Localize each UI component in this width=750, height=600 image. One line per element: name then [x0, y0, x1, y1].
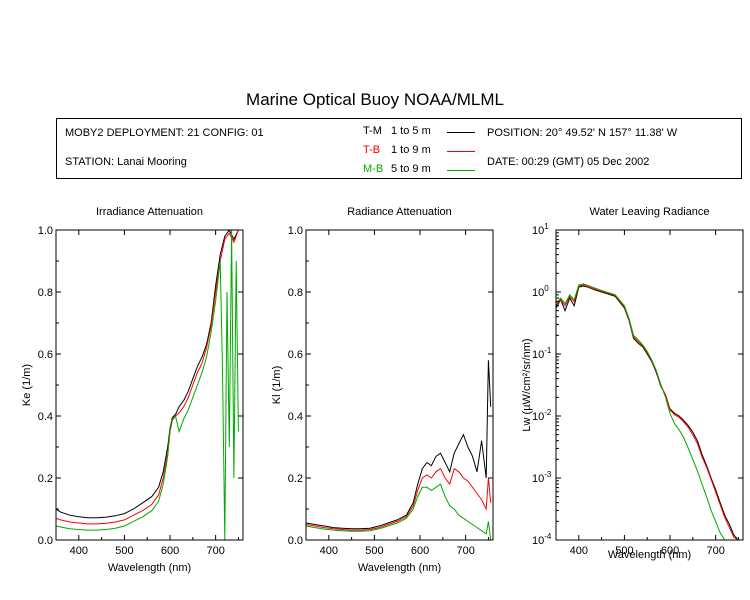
legend-range-tm: 1 to 5 m [391, 125, 431, 137]
x-tick-label: 500 [615, 545, 633, 557]
legend-range-tb: 1 to 9 m [391, 144, 431, 156]
y-tick-label: 10-2 [532, 408, 552, 423]
chart-title: Water Leaving Radiance [589, 206, 709, 218]
series-line-t-m [556, 285, 739, 540]
y-tick-label: 0.4 [38, 411, 53, 423]
y-tick-label: 0.8 [288, 287, 303, 299]
x-tick-label: 400 [70, 545, 88, 557]
x-tick-label: 500 [365, 545, 383, 557]
page-title: Marine Optical Buoy NOAA/MLML [246, 90, 504, 109]
chart-2: Radiance Attenuation 400 500 600 700 0.0 0.2 0.… [271, 206, 494, 574]
y-tick-label: 1.0 [288, 225, 303, 237]
x-axis-label: Wavelength (nm) [358, 562, 441, 574]
series-line-m-b [306, 483, 492, 540]
y-tick-label: 101 [532, 222, 549, 237]
series-line-t-m [56, 230, 239, 519]
series-line-m-b [56, 230, 239, 540]
plot-frame [305, 229, 494, 541]
x-tick-label: 600 [661, 545, 679, 557]
series-line-t-b [556, 284, 739, 540]
x-tick-label: 500 [115, 545, 133, 557]
info-box: MOBY2 DEPLOYMENT: 21 CONFIG: 01 STATION:… [56, 118, 742, 179]
position-text: POSITION: 20° 49.52' N 157° 11.38' W [487, 127, 678, 139]
y-axis-label: Lw (µW/cm²/sr/nm) [521, 338, 533, 431]
legend-range-mb: 5 to 9 m [391, 163, 431, 175]
y-axis-label: Ke (1/m) [21, 364, 33, 406]
x-tick-label: 700 [706, 545, 724, 557]
chart-1: Irradiance Attenuation 400 500 600 700 0.0 0.2… [21, 206, 244, 574]
station-text: STATION: Lanai Mooring [65, 156, 187, 168]
legend-line-tb [447, 151, 475, 152]
legend-code-mb: M-B [363, 163, 384, 175]
plot-frame [555, 229, 744, 541]
y-tick-label: 0.8 [38, 287, 53, 299]
date-text: DATE: 00:29 (GMT) 05 Dec 2002 [487, 156, 650, 168]
x-tick-label: 700 [206, 545, 224, 557]
y-tick-label: 0.2 [38, 473, 53, 485]
series-line-t-m [306, 360, 492, 530]
x-tick-label: 400 [570, 545, 588, 557]
x-tick-label: 600 [161, 545, 179, 557]
x-tick-label: 400 [320, 545, 338, 557]
series-line-t-b [306, 467, 492, 531]
chart-3: Water Leaving Radiance 400 500 600 700 101 100… [521, 206, 744, 561]
series-line-m-b [556, 283, 739, 540]
x-axis-label: Wavelength (nm) [108, 562, 191, 574]
y-tick-label: 10-1 [532, 346, 552, 361]
y-tick-label: 0.0 [38, 535, 53, 547]
x-tick-label: 700 [456, 545, 474, 557]
legend-code-tm: T-M [363, 125, 382, 137]
y-tick-label: 0.4 [288, 411, 303, 423]
x-tick-label: 600 [411, 545, 429, 557]
y-tick-label: 0.6 [288, 349, 303, 361]
legend-line-mb [447, 170, 475, 171]
x-axis-label: Wavelength (nm) [608, 549, 691, 561]
y-tick-label: 10-3 [532, 470, 552, 485]
deployment-text: MOBY2 DEPLOYMENT: 21 CONFIG: 01 [65, 127, 264, 139]
chart-title: Irradiance Attenuation [96, 206, 203, 218]
legend-line-tm [447, 132, 475, 133]
y-tick-label: 0.0 [288, 535, 303, 547]
y-tick-label: 1.0 [38, 225, 53, 237]
y-tick-label: 0.2 [288, 473, 303, 485]
y-tick-label: 10-4 [532, 532, 552, 547]
series-line-t-b [56, 230, 239, 525]
y-tick-label: 0.6 [38, 349, 53, 361]
legend-code-tb: T-B [363, 144, 381, 156]
y-axis-label: Kl (1/m) [271, 366, 283, 405]
chart-title: Radiance Attenuation [347, 206, 452, 218]
plot-frame [55, 229, 244, 541]
y-tick-label: 100 [532, 284, 549, 299]
